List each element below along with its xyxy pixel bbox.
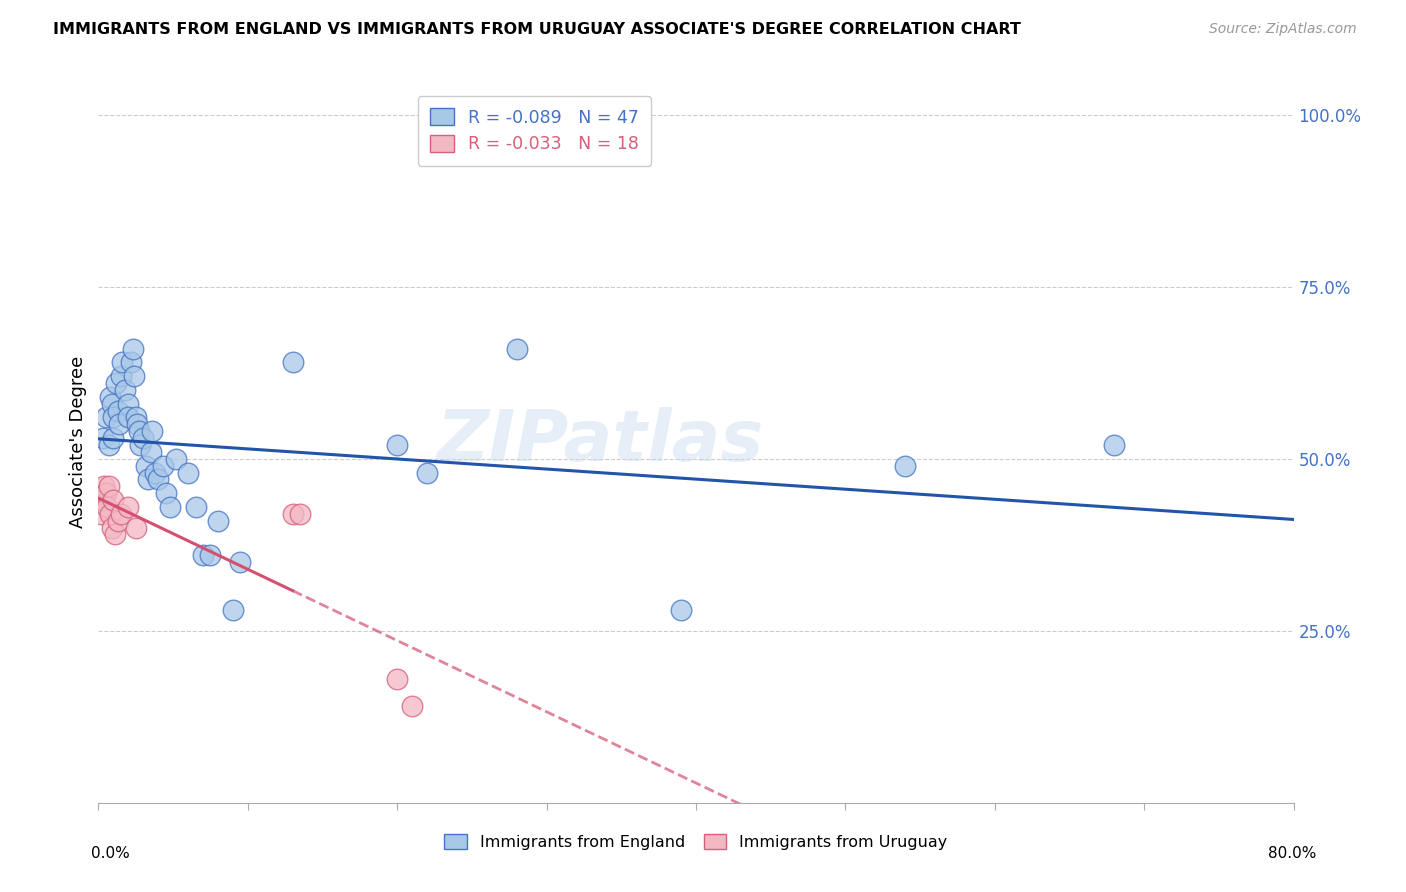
Point — [159, 500, 181, 514]
Point — [143, 466, 166, 480]
Point — [184, 500, 207, 514]
Point — [107, 514, 129, 528]
Point — [93, 479, 115, 493]
Point — [104, 527, 127, 541]
Text: 80.0%: 80.0% — [1268, 847, 1316, 861]
Point — [177, 466, 200, 480]
Text: IMMIGRANTS FROM ENGLAND VS IMMIGRANTS FROM URUGUAY ASSOCIATE'S DEGREE CORRELATIO: IMMIGRANTS FROM ENGLAND VS IMMIGRANTS FR… — [53, 22, 1021, 37]
Point — [132, 431, 155, 445]
Point — [894, 458, 917, 473]
Point — [401, 699, 423, 714]
Point — [155, 486, 177, 500]
Point — [127, 417, 149, 432]
Point — [385, 672, 409, 686]
Point — [288, 507, 311, 521]
Point — [91, 431, 114, 445]
Point — [94, 410, 117, 425]
Point — [281, 507, 304, 521]
Point — [103, 410, 125, 425]
Point — [103, 431, 125, 445]
Point — [101, 397, 124, 411]
Text: Source: ZipAtlas.com: Source: ZipAtlas.com — [1209, 22, 1357, 37]
Point — [229, 555, 252, 569]
Point — [117, 397, 139, 411]
Point — [165, 451, 187, 466]
Point — [200, 548, 222, 562]
Point — [125, 520, 148, 534]
Point — [128, 424, 150, 438]
Point — [148, 472, 170, 486]
Point — [416, 466, 439, 480]
Point — [114, 383, 136, 397]
Point — [96, 500, 118, 514]
Y-axis label: Associate's Degree: Associate's Degree — [69, 355, 87, 528]
Point — [120, 355, 142, 369]
Point — [91, 493, 114, 508]
Point — [385, 438, 409, 452]
Point — [90, 507, 112, 521]
Point — [105, 376, 128, 390]
Point — [1104, 438, 1126, 452]
Point — [103, 493, 125, 508]
Point — [135, 458, 157, 473]
Point — [141, 424, 163, 438]
Point — [108, 417, 131, 432]
Point — [98, 390, 122, 404]
Point — [97, 438, 120, 452]
Point — [136, 472, 159, 486]
Point — [139, 445, 162, 459]
Point — [107, 403, 129, 417]
Point — [97, 479, 120, 493]
Point — [222, 603, 245, 617]
Text: ZIPatlas: ZIPatlas — [437, 407, 763, 476]
Point — [117, 500, 139, 514]
Point — [191, 548, 214, 562]
Point — [111, 355, 134, 369]
Point — [117, 410, 139, 425]
Point — [281, 355, 304, 369]
Text: 0.0%: 0.0% — [91, 847, 131, 861]
Point — [506, 342, 529, 356]
Point — [207, 514, 229, 528]
Point — [110, 369, 132, 384]
Point — [125, 410, 148, 425]
Point — [129, 438, 152, 452]
Point — [124, 369, 146, 384]
Legend: Immigrants from England, Immigrants from Uruguay: Immigrants from England, Immigrants from… — [439, 828, 953, 856]
Point — [98, 507, 122, 521]
Point — [121, 342, 143, 356]
Point — [152, 458, 174, 473]
Point — [110, 507, 132, 521]
Point — [94, 486, 117, 500]
Point — [669, 603, 692, 617]
Point — [101, 520, 124, 534]
